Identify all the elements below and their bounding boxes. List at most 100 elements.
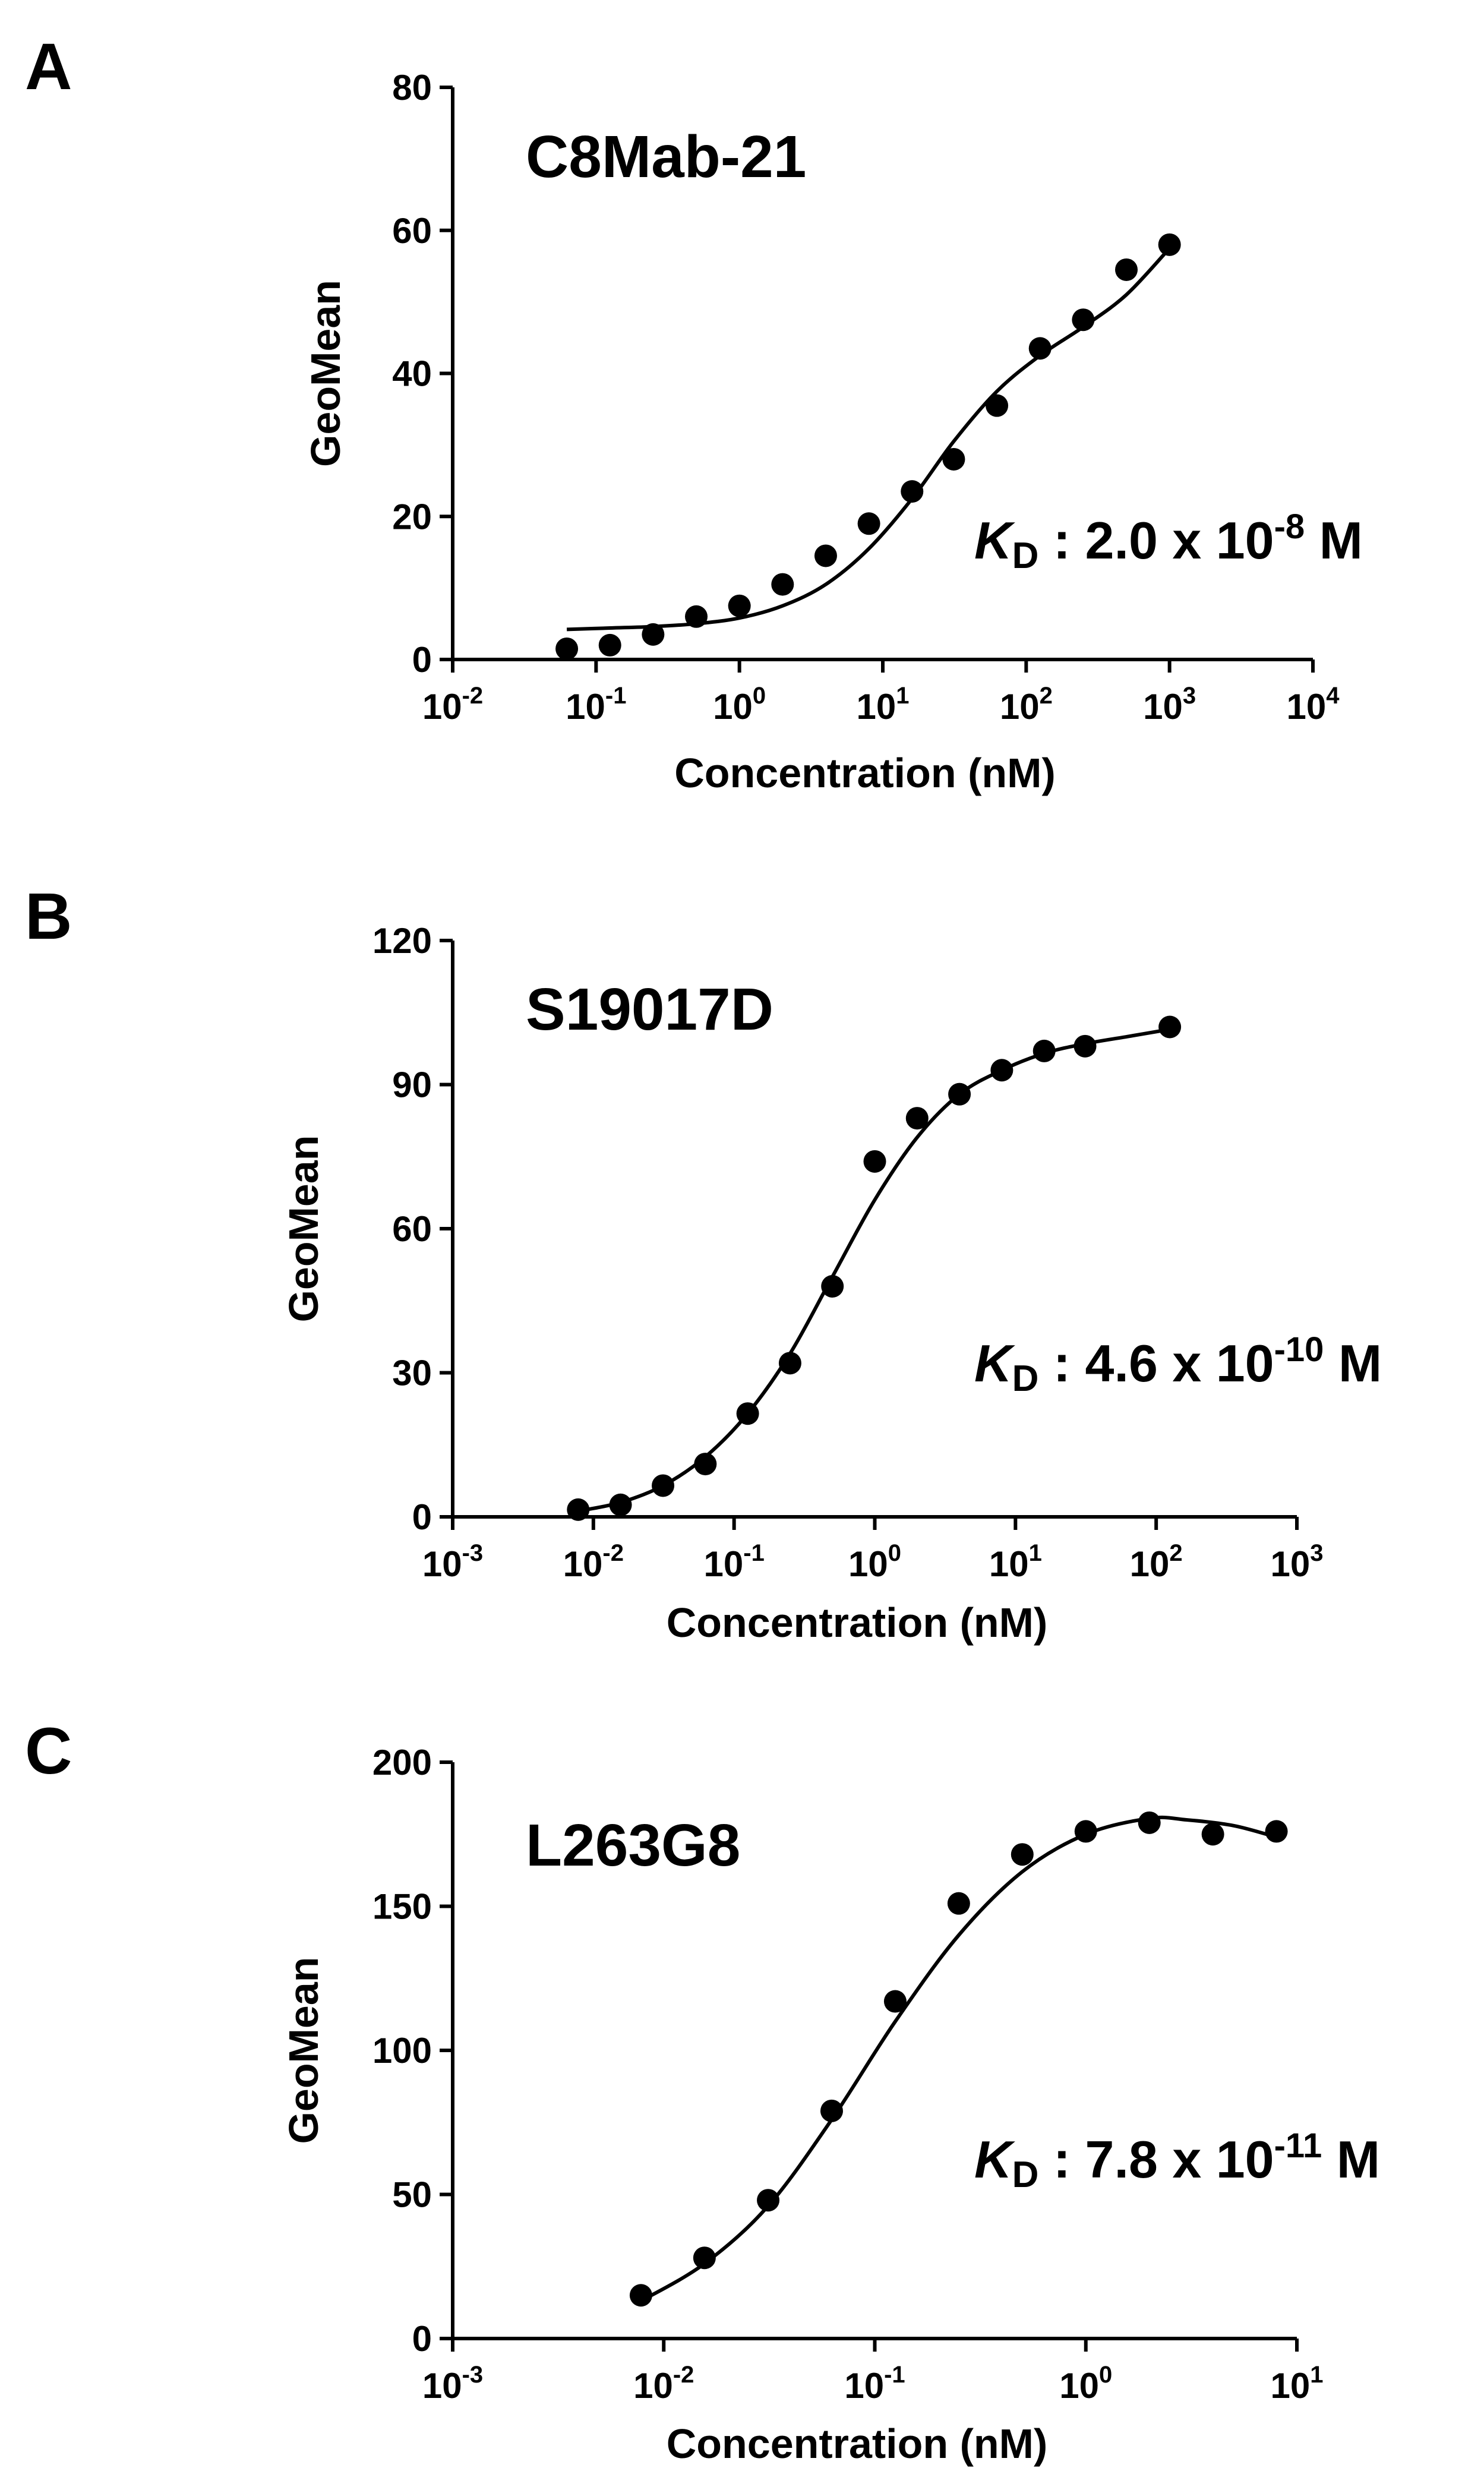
x-tick-label: 10-2 <box>422 683 483 727</box>
data-point <box>1158 233 1181 256</box>
sample-name: S19017D <box>526 976 773 1043</box>
y-tick-label: 60 <box>392 211 432 251</box>
x-tick-base: 10 <box>1143 687 1183 727</box>
x-tick-base: 10 <box>848 1544 888 1584</box>
x-tick-label: 10-1 <box>566 683 626 727</box>
x-tick-exponent: 0 <box>1099 2362 1112 2388</box>
data-point <box>728 594 751 617</box>
data-point <box>1201 1823 1224 1846</box>
x-tick-exponent: -1 <box>884 2362 905 2388</box>
data-point <box>771 573 794 596</box>
data-point <box>609 1493 632 1516</box>
y-tick-label: 200 <box>372 1743 432 1782</box>
kd-subscript: D <box>1012 535 1039 576</box>
x-tick-base: 10 <box>422 687 462 727</box>
y-axis-title: GeoMean <box>280 1135 327 1322</box>
data-point <box>694 1453 717 1476</box>
kd-subscript: D <box>1012 2154 1039 2195</box>
y-tick-label: 0 <box>412 1497 432 1537</box>
y-axis-title: GeoMean <box>302 280 349 467</box>
x-tick-base: 10 <box>1287 687 1327 727</box>
x-tick-exponent: 3 <box>1310 1540 1323 1566</box>
fit-curve <box>640 1815 1277 2303</box>
data-point <box>629 2284 652 2307</box>
x-tick-exponent: -1 <box>605 683 627 709</box>
y-tick-label: 150 <box>372 1887 432 1927</box>
x-tick-base: 10 <box>857 687 896 727</box>
data-point <box>1138 1811 1161 1834</box>
x-tick-base: 10 <box>563 1544 603 1584</box>
x-tick-label: 10-2 <box>633 2362 694 2406</box>
kd-symbol: K <box>974 511 1015 570</box>
panel-letter: A <box>25 30 72 103</box>
data-point <box>598 633 621 657</box>
data-point <box>1115 258 1138 281</box>
data-point <box>642 623 665 646</box>
kd-unit: M <box>1305 511 1363 570</box>
data-point <box>948 1083 971 1106</box>
data-point <box>778 1352 801 1375</box>
kd-annotation: KD : 7.8 x 10-11 M <box>974 2126 1380 2195</box>
y-tick-label: 90 <box>392 1065 432 1105</box>
x-tick-label: 10-1 <box>704 1540 765 1584</box>
sample-name: L263G8 <box>526 1812 740 1879</box>
x-tick-exponent: -2 <box>673 2362 694 2388</box>
data-point <box>1033 1039 1056 1062</box>
data-point <box>1072 308 1095 332</box>
x-tick-exponent: -3 <box>462 1540 484 1566</box>
kd-value: : 2.0 x 10 <box>1038 511 1274 570</box>
kd-unit: M <box>1322 2130 1380 2189</box>
x-tick-base: 10 <box>1130 1544 1170 1584</box>
x-tick-label: 10-1 <box>844 2362 905 2406</box>
data-point <box>736 1402 759 1425</box>
data-point <box>652 1474 675 1497</box>
data-point <box>942 447 965 471</box>
x-tick-exponent: 1 <box>896 683 909 709</box>
x-tick-exponent: -2 <box>602 1540 624 1566</box>
x-tick-exponent: 1 <box>1029 1540 1042 1566</box>
x-axis-title: Concentration (nM) <box>667 2421 1048 2467</box>
y-tick-label: 20 <box>392 497 432 537</box>
y-tick-label: 120 <box>372 921 432 961</box>
kd-symbol: K <box>974 2130 1015 2189</box>
x-tick-base: 10 <box>704 1544 744 1584</box>
kd-exponent: -8 <box>1274 507 1305 546</box>
y-tick-label: 0 <box>412 2319 432 2359</box>
x-tick-label: 100 <box>848 1540 901 1584</box>
data-point <box>1011 1843 1034 1866</box>
data-point <box>567 1498 590 1521</box>
kd-subscript: D <box>1012 1358 1039 1399</box>
x-tick-label: 103 <box>1143 683 1196 727</box>
panel-letter: C <box>25 1715 72 1788</box>
x-tick-label: 100 <box>713 683 766 727</box>
x-tick-exponent: 1 <box>1310 2362 1323 2388</box>
x-tick-label: 102 <box>1000 683 1053 727</box>
x-tick-label: 101 <box>1271 2362 1324 2406</box>
data-point <box>821 1275 844 1298</box>
data-point <box>947 1892 970 1915</box>
data-point <box>1158 1015 1182 1039</box>
data-point <box>863 1150 886 1173</box>
x-tick-label: 10-3 <box>422 1540 483 1584</box>
panel-letter: B <box>25 880 72 953</box>
x-tick-base: 10 <box>1059 2366 1099 2406</box>
x-tick-exponent: 4 <box>1326 683 1340 709</box>
x-tick-exponent: 0 <box>753 683 766 709</box>
x-axis-title: Concentration (nM) <box>674 750 1056 796</box>
y-tick-label: 30 <box>392 1353 432 1393</box>
x-tick-base: 10 <box>1271 1544 1311 1584</box>
x-tick-base: 10 <box>422 2366 462 2406</box>
x-tick-label: 101 <box>989 1540 1042 1584</box>
data-point <box>883 1990 907 2013</box>
sample-name: C8Mab-21 <box>526 124 806 190</box>
x-tick-base: 10 <box>844 2366 884 2406</box>
data-point <box>820 2099 843 2122</box>
data-point <box>1265 1820 1288 1843</box>
data-point <box>986 394 1009 417</box>
x-tick-exponent: -1 <box>743 1540 765 1566</box>
data-point <box>685 605 708 628</box>
data-point <box>757 2189 780 2212</box>
